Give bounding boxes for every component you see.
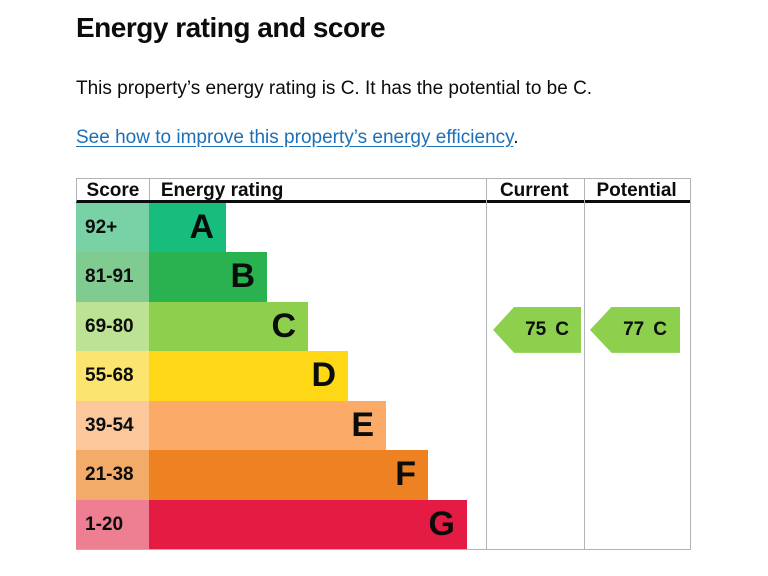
column-header-potential: Potential [596,179,677,201]
score-range-c: 69-80 [76,301,149,352]
band-row-f: 21-38 F [76,450,690,500]
band-row-e: 39-54 E [76,400,690,451]
band-row-d: 55-68 D [76,351,690,401]
band-bar-b: B [149,252,267,302]
epc-rating-table: Score Energy rating Current Potential 92… [76,177,691,551]
potential-column-border [584,178,585,550]
potential-band-letter: C [653,318,667,340]
current-band-letter: C [555,318,569,340]
current-rating-arrow: 75 C [493,306,581,353]
page-title: Energy rating and score [76,12,386,43]
epc-table-header: Score Energy rating Current Potential [76,178,690,203]
column-header-energy-rating: Energy rating [148,178,485,201]
current-column-border [486,178,487,550]
band-bar-d: D [149,351,348,401]
epc-band-rows: 92+ A 81-91 B 69-80 C 55-68 D 39-54 E 21-38 F 1-20 G [76,202,690,550]
band-bar-a: A [149,202,226,253]
column-header-current: Current [499,179,569,201]
band-bar-g: G [149,499,467,550]
score-range-e: 39-54 [76,400,149,451]
link-suffix-period: . [513,126,519,148]
band-bar-f: F [149,450,428,500]
band-row-b: 81-91 B [76,252,690,302]
current-rating-label: 75 C [525,319,569,341]
epc-page: Energy rating and score This property’s … [76,12,768,551]
band-row-g: 1-20 G [76,499,690,550]
band-row-a: 92+ A [76,202,690,253]
column-header-score: Score [86,179,140,201]
score-range-a: 92+ [76,202,149,253]
band-bar-c: C [149,301,308,352]
score-range-d: 55-68 [76,351,149,401]
potential-rating-arrow: 77 C [590,306,680,353]
score-range-b: 81-91 [76,252,149,302]
band-bar-e: E [149,400,386,451]
potential-rating-label: 77 C [623,319,667,341]
potential-score-value: 77 [623,318,645,340]
rating-summary-text: This property’s energy rating is C. It h… [76,78,593,100]
improve-link-line: See how to improve this property’s energ… [76,127,768,149]
band-row-c: 69-80 C [76,301,690,352]
score-range-g: 1-20 [76,499,149,550]
score-range-f: 21-38 [76,450,149,500]
improve-efficiency-link[interactable]: See how to improve this property’s energ… [76,126,514,148]
current-score-value: 75 [525,318,547,340]
